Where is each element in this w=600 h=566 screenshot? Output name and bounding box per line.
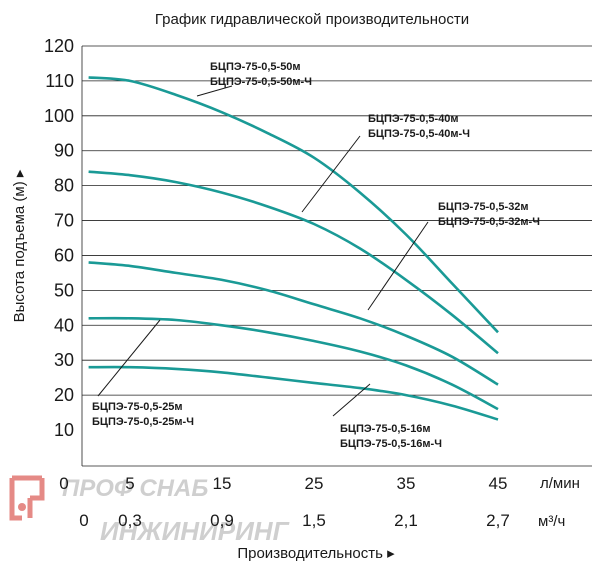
x-axis-label: Производительность ▸ [237, 545, 395, 562]
x-tick-label-primary: 5 [125, 474, 134, 493]
x-tick-labels-primary: 0 5 15 25 35 45 [59, 474, 507, 493]
y-tick-label: 10 [54, 420, 74, 440]
x-tick-label-secondary: 0,9 [210, 511, 234, 530]
series-leader-2 [301, 135, 361, 213]
y-tick-label: 80 [54, 176, 74, 196]
series-label-alt-5: БЦПЭ-75-0,5-16м-Ч [340, 438, 442, 450]
series-label-alt-3: БЦПЭ-75-0,5-32м-Ч [438, 216, 540, 228]
series-label-alt-4: БЦПЭ-75-0,5-25м-Ч [92, 416, 194, 428]
watermark-line2: ИНЖИНИРИНГ [100, 516, 290, 546]
series-curve-2 [88, 170, 499, 355]
x-tick-label-primary: 35 [397, 474, 416, 493]
series-label-2: БЦПЭ-75-0,5-40м [368, 113, 459, 125]
y-tick-label: 90 [54, 141, 74, 161]
series-curve-1 [88, 76, 499, 334]
series-curves [88, 76, 499, 421]
series-leader-4 [97, 319, 161, 397]
series-label-4: БЦПЭ-75-0,5-25м [92, 401, 183, 413]
series-label-1: БЦПЭ-75-0,5-50м [210, 61, 301, 73]
series-labels: БЦПЭ-75-0,5-50м БЦПЭ-75-0,5-50м-Ч БЦПЭ-75-… [92, 61, 540, 450]
y-tick-label: 30 [54, 350, 74, 370]
y-tick-label: 120 [44, 36, 74, 56]
series-label-5: БЦПЭ-75-0,5-16м [340, 423, 431, 435]
series-label-alt-1: БЦПЭ-75-0,5-50м-Ч [210, 76, 312, 88]
x-tick-labels-secondary: 0 0,3 0,9 1,5 2,1 2,7 [79, 511, 510, 530]
y-tick-label: 70 [54, 211, 74, 231]
watermark-line1: ПРОФ СНАБ [62, 475, 208, 502]
x-tick-label-secondary: 0,3 [118, 511, 142, 530]
series-leader-3 [367, 221, 429, 311]
x-tick-label-primary: 45 [489, 474, 508, 493]
chart-title: График гидравлической производительности [155, 11, 469, 28]
x-tick-label-primary: 15 [213, 474, 232, 493]
series-leader-5 [332, 383, 371, 417]
y-tick-labels: 120 110 100 90 80 70 60 50 40 30 20 10 [44, 36, 74, 440]
series-curve-4 [88, 316, 499, 411]
x-tick-label-secondary: 0 [79, 511, 88, 530]
y-tick-label: 20 [54, 385, 74, 405]
series-curve-5 [88, 365, 499, 421]
x-tick-label-secondary: 2,1 [394, 511, 418, 530]
watermark-logo-mark [9, 475, 45, 521]
y-tick-label: 40 [54, 315, 74, 335]
y-tick-label: 50 [54, 280, 74, 300]
x-tick-label-secondary: 2,7 [486, 511, 510, 530]
series-leader-1 [196, 85, 233, 97]
y-tick-label: 60 [54, 245, 74, 265]
grid-lines [81, 45, 592, 467]
y-tick-label: 110 [45, 71, 74, 91]
y-tick-label: 100 [44, 106, 74, 126]
x-unit-primary: л/мин [540, 475, 580, 492]
series-curve-3 [88, 261, 499, 386]
x-unit-secondary: м³/ч [538, 513, 565, 530]
y-axis-label: Высота подъема (м) ▸ [11, 169, 28, 322]
watermark: ПРОФ СНАБ ИНЖИНИРИНГ [9, 475, 290, 546]
x-tick-label-primary: 0 [59, 474, 68, 493]
x-tick-label-secondary: 1,5 [302, 511, 326, 530]
series-label-3: БЦПЭ-75-0,5-32м [438, 201, 529, 213]
series-label-alt-2: БЦПЭ-75-0,5-40м-Ч [368, 128, 470, 140]
x-tick-label-primary: 25 [305, 474, 324, 493]
